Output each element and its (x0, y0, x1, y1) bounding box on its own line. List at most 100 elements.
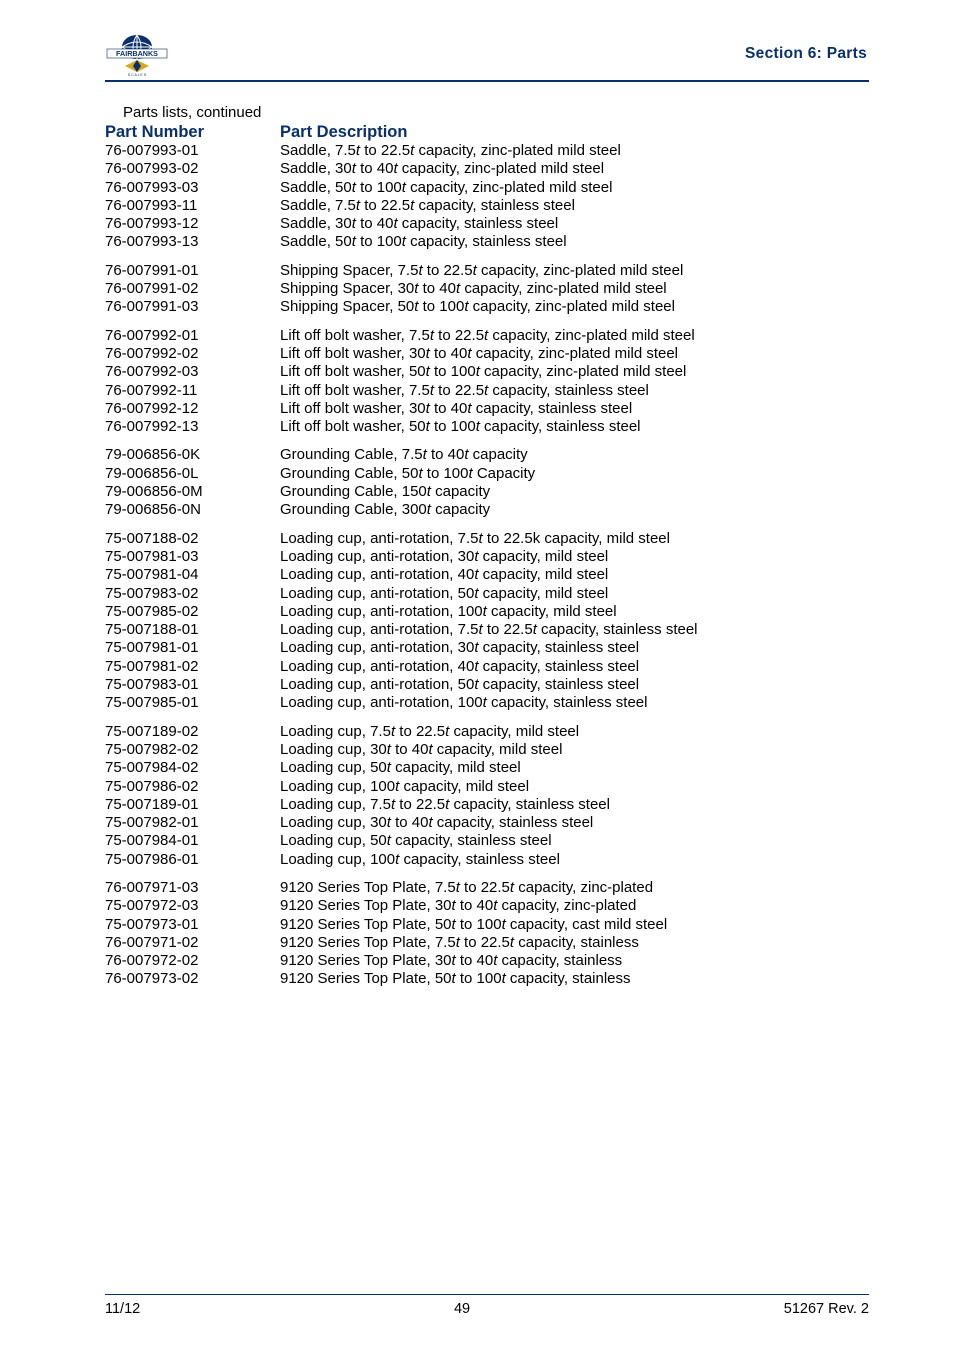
page-footer: 11/12 49 51267 Rev. 2 (105, 1294, 869, 1317)
heading-part-number: Part Number (105, 123, 280, 142)
part-description: Lift off bolt washer, 30t to 40t capacit… (280, 400, 869, 418)
part-number: 76-007991-03 (105, 298, 280, 316)
part-number: 76-007993-02 (105, 160, 280, 178)
part-description: Loading cup, anti-rotation, 7.5t to 22.5… (280, 621, 869, 639)
part-description: Loading cup, anti-rotation, 50t capacity… (280, 585, 869, 603)
part-description: Loading cup, 50t capacity, stainless ste… (280, 832, 869, 850)
parts-row: 76-007991-03Shipping Spacer, 50t to 100t… (105, 298, 869, 316)
fairbanks-logo-svg: FAIRBANKS S C A L E S (105, 30, 169, 78)
part-description: Loading cup, anti-rotation, 30t capacity… (280, 548, 869, 566)
part-number: 75-007972-03 (105, 897, 280, 915)
parts-row: 76-007993-03Saddle, 50t to 100t capacity… (105, 179, 869, 197)
parts-row: 76-007972-029120 Series Top Plate, 30t t… (105, 952, 869, 970)
parts-row: 79-006856-0MGrounding Cable, 150t capaci… (105, 483, 869, 501)
parts-group: 76-007971-039120 Series Top Plate, 7.5t … (105, 879, 869, 989)
page-header: FAIRBANKS S C A L E S Section 6: Parts (105, 30, 869, 78)
part-description: Loading cup, anti-rotation, 100t capacit… (280, 603, 869, 621)
footer-left: 11/12 (105, 1301, 140, 1317)
parts-row: 75-007973-019120 Series Top Plate, 50t t… (105, 916, 869, 934)
parts-row: 76-007992-11Lift off bolt washer, 7.5t t… (105, 382, 869, 400)
parts-row: 75-007984-02Loading cup, 50t capacity, m… (105, 759, 869, 777)
part-number: 75-007986-02 (105, 778, 280, 796)
parts-row: 76-007993-01Saddle, 7.5t to 22.5t capaci… (105, 142, 869, 160)
parts-row: 76-007993-02Saddle, 30t to 40t capacity,… (105, 160, 869, 178)
part-number: 75-007984-02 (105, 759, 280, 777)
section-label: Section 6: Parts (745, 45, 869, 63)
page: FAIRBANKS S C A L E S Section 6: Parts P… (0, 0, 954, 1351)
part-number: 75-007188-02 (105, 530, 280, 548)
part-number: 76-007993-01 (105, 142, 280, 160)
parts-row: 76-007991-01Shipping Spacer, 7.5t to 22.… (105, 262, 869, 280)
part-number: 75-007986-01 (105, 851, 280, 869)
parts-row: 76-007992-03Lift off bolt washer, 50t to… (105, 363, 869, 381)
part-description: Shipping Spacer, 30t to 40t capacity, zi… (280, 280, 869, 298)
part-description: Loading cup, anti-rotation, 40t capacity… (280, 658, 869, 676)
part-number: 76-007992-13 (105, 418, 280, 436)
part-number: 75-007981-03 (105, 548, 280, 566)
part-number: 76-007993-03 (105, 179, 280, 197)
part-description: Loading cup, 7.5t to 22.5t capacity, sta… (280, 796, 869, 814)
parts-row: 76-007991-02Shipping Spacer, 30t to 40t … (105, 280, 869, 298)
part-number: 76-007971-02 (105, 934, 280, 952)
part-number: 75-007983-01 (105, 676, 280, 694)
part-description: Loading cup, 50t capacity, mild steel (280, 759, 869, 777)
parts-row: 76-007992-01Lift off bolt washer, 7.5t t… (105, 327, 869, 345)
part-number: 76-007971-03 (105, 879, 280, 897)
parts-row: 76-007992-02Lift off bolt washer, 30t to… (105, 345, 869, 363)
footer-center: 49 (454, 1301, 470, 1317)
part-number: 75-007984-01 (105, 832, 280, 850)
footer-row: 11/12 49 51267 Rev. 2 (105, 1301, 869, 1317)
part-description: Loading cup, 30t to 40t capacity, stainl… (280, 814, 869, 832)
parts-group: 76-007992-01Lift off bolt washer, 7.5t t… (105, 327, 869, 437)
part-number: 76-007992-03 (105, 363, 280, 381)
part-description: Shipping Spacer, 7.5t to 22.5t capacity,… (280, 262, 869, 280)
part-number: 79-006856-0L (105, 465, 280, 483)
parts-row: 76-007993-12Saddle, 30t to 40t capacity,… (105, 215, 869, 233)
part-description: 9120 Series Top Plate, 7.5t to 22.5t cap… (280, 934, 869, 952)
footer-rule (105, 1294, 869, 1295)
part-description: Loading cup, 100t capacity, mild steel (280, 778, 869, 796)
parts-group: 76-007993-01 Saddle, 7.5t to 22.5t capaci… (105, 142, 869, 252)
parts-row: 75-007985-02Loading cup, anti-rotation, … (105, 603, 869, 621)
part-number: 76-007992-01 (105, 327, 280, 345)
parts-group: 76-007991-01Shipping Spacer, 7.5t to 22.… (105, 262, 869, 317)
parts-row: 76-007993-11Saddle, 7.5t to 22.5t capaci… (105, 197, 869, 215)
parts-row: 75-007982-01Loading cup, 30t to 40t capa… (105, 814, 869, 832)
part-number: 76-007992-02 (105, 345, 280, 363)
part-number: 76-007991-02 (105, 280, 280, 298)
parts-row: 76-007971-029120 Series Top Plate, 7.5t … (105, 934, 869, 952)
parts-group: 79-006856-0KGrounding Cable, 7.5t to 40t… (105, 446, 869, 519)
part-description: Lift off bolt washer, 30t to 40t capacit… (280, 345, 869, 363)
part-number: 75-007981-02 (105, 658, 280, 676)
part-description: 9120 Series Top Plate, 50t to 100t capac… (280, 916, 869, 934)
parts-group: 75-007188-02Loading cup, anti-rotation, … (105, 530, 869, 713)
parts-row: 75-007986-02Loading cup, 100t capacity, … (105, 778, 869, 796)
part-description: Loading cup, 100t capacity, stainless st… (280, 851, 869, 869)
part-number: 75-007981-04 (105, 566, 280, 584)
parts-row: 79-006856-0LGrounding Cable, 50t to 100t… (105, 465, 869, 483)
part-number: 76-007993-12 (105, 215, 280, 233)
part-number: 76-007973-02 (105, 970, 280, 988)
parts-row: 75-007984-01Loading cup, 50t capacity, s… (105, 832, 869, 850)
part-description: 9120 Series Top Plate, 7.5t to 22.5t cap… (280, 879, 869, 897)
part-number: 75-007981-01 (105, 639, 280, 657)
parts-row: 75-007985-01Loading cup, anti-rotation, … (105, 694, 869, 712)
part-description: Saddle, 30t to 40t capacity, zinc-plated… (280, 160, 869, 178)
part-number: 75-007982-02 (105, 741, 280, 759)
part-number: 75-007188-01 (105, 621, 280, 639)
part-description: Lift off bolt washer, 7.5t to 22.5t capa… (280, 327, 869, 345)
part-number: 79-006856-0M (105, 483, 280, 501)
part-description: Lift off bolt washer, 50t to 100t capaci… (280, 363, 869, 381)
part-number: 75-007983-02 (105, 585, 280, 603)
part-description: Saddle, 7.5t to 22.5t capacity, stainles… (280, 197, 869, 215)
parts-row: 76-007971-039120 Series Top Plate, 7.5t … (105, 879, 869, 897)
part-description: Loading cup, anti-rotation, 40t capacity… (280, 566, 869, 584)
part-description: Loading cup, anti-rotation, 50t capacity… (280, 676, 869, 694)
parts-row: 79-006856-0KGrounding Cable, 7.5t to 40t… (105, 446, 869, 464)
part-number: 75-007189-01 (105, 796, 280, 814)
parts-row: 75-007981-04Loading cup, anti-rotation, … (105, 566, 869, 584)
part-number: 75-007189-02 (105, 723, 280, 741)
parts-row: 75-007188-01Loading cup, anti-rotation, … (105, 621, 869, 639)
part-number: 76-007993-13 (105, 233, 280, 251)
parts-row: 75-007981-02Loading cup, anti-rotation, … (105, 658, 869, 676)
